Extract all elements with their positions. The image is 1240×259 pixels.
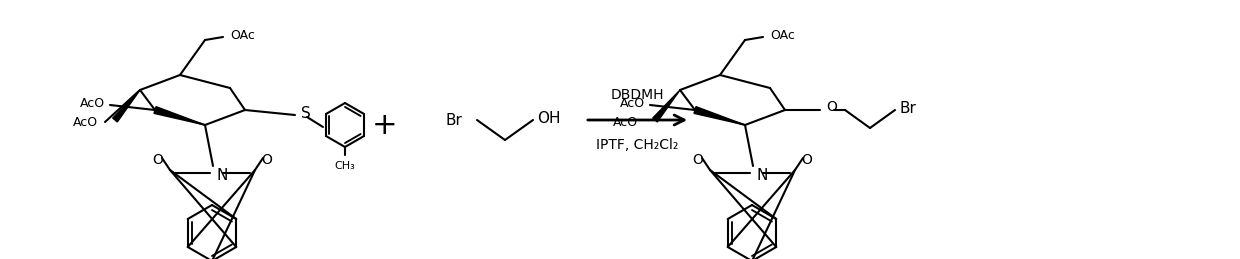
Polygon shape bbox=[113, 90, 140, 122]
Text: N: N bbox=[756, 168, 768, 183]
Text: O: O bbox=[801, 153, 812, 167]
Text: S: S bbox=[301, 105, 311, 120]
Text: Br: Br bbox=[445, 112, 461, 127]
Text: OAc: OAc bbox=[229, 28, 255, 41]
Text: O: O bbox=[826, 100, 837, 114]
Polygon shape bbox=[154, 107, 205, 125]
Text: OH: OH bbox=[537, 111, 560, 126]
Text: AcO: AcO bbox=[620, 97, 645, 110]
Text: O: O bbox=[153, 153, 164, 167]
Text: N: N bbox=[216, 168, 227, 183]
Text: CH₃: CH₃ bbox=[335, 161, 356, 171]
Polygon shape bbox=[652, 90, 680, 122]
Text: DBDMH: DBDMH bbox=[611, 88, 665, 102]
Text: AcO: AcO bbox=[73, 116, 98, 128]
Text: Br: Br bbox=[899, 100, 916, 116]
Text: +: + bbox=[372, 111, 398, 140]
Text: OAc: OAc bbox=[770, 28, 795, 41]
Text: IPTF, CH₂Cl₂: IPTF, CH₂Cl₂ bbox=[596, 138, 678, 152]
Text: O: O bbox=[262, 153, 273, 167]
Polygon shape bbox=[694, 107, 745, 125]
Text: O: O bbox=[693, 153, 703, 167]
Text: AcO: AcO bbox=[79, 97, 105, 110]
Text: AcO: AcO bbox=[613, 116, 639, 128]
